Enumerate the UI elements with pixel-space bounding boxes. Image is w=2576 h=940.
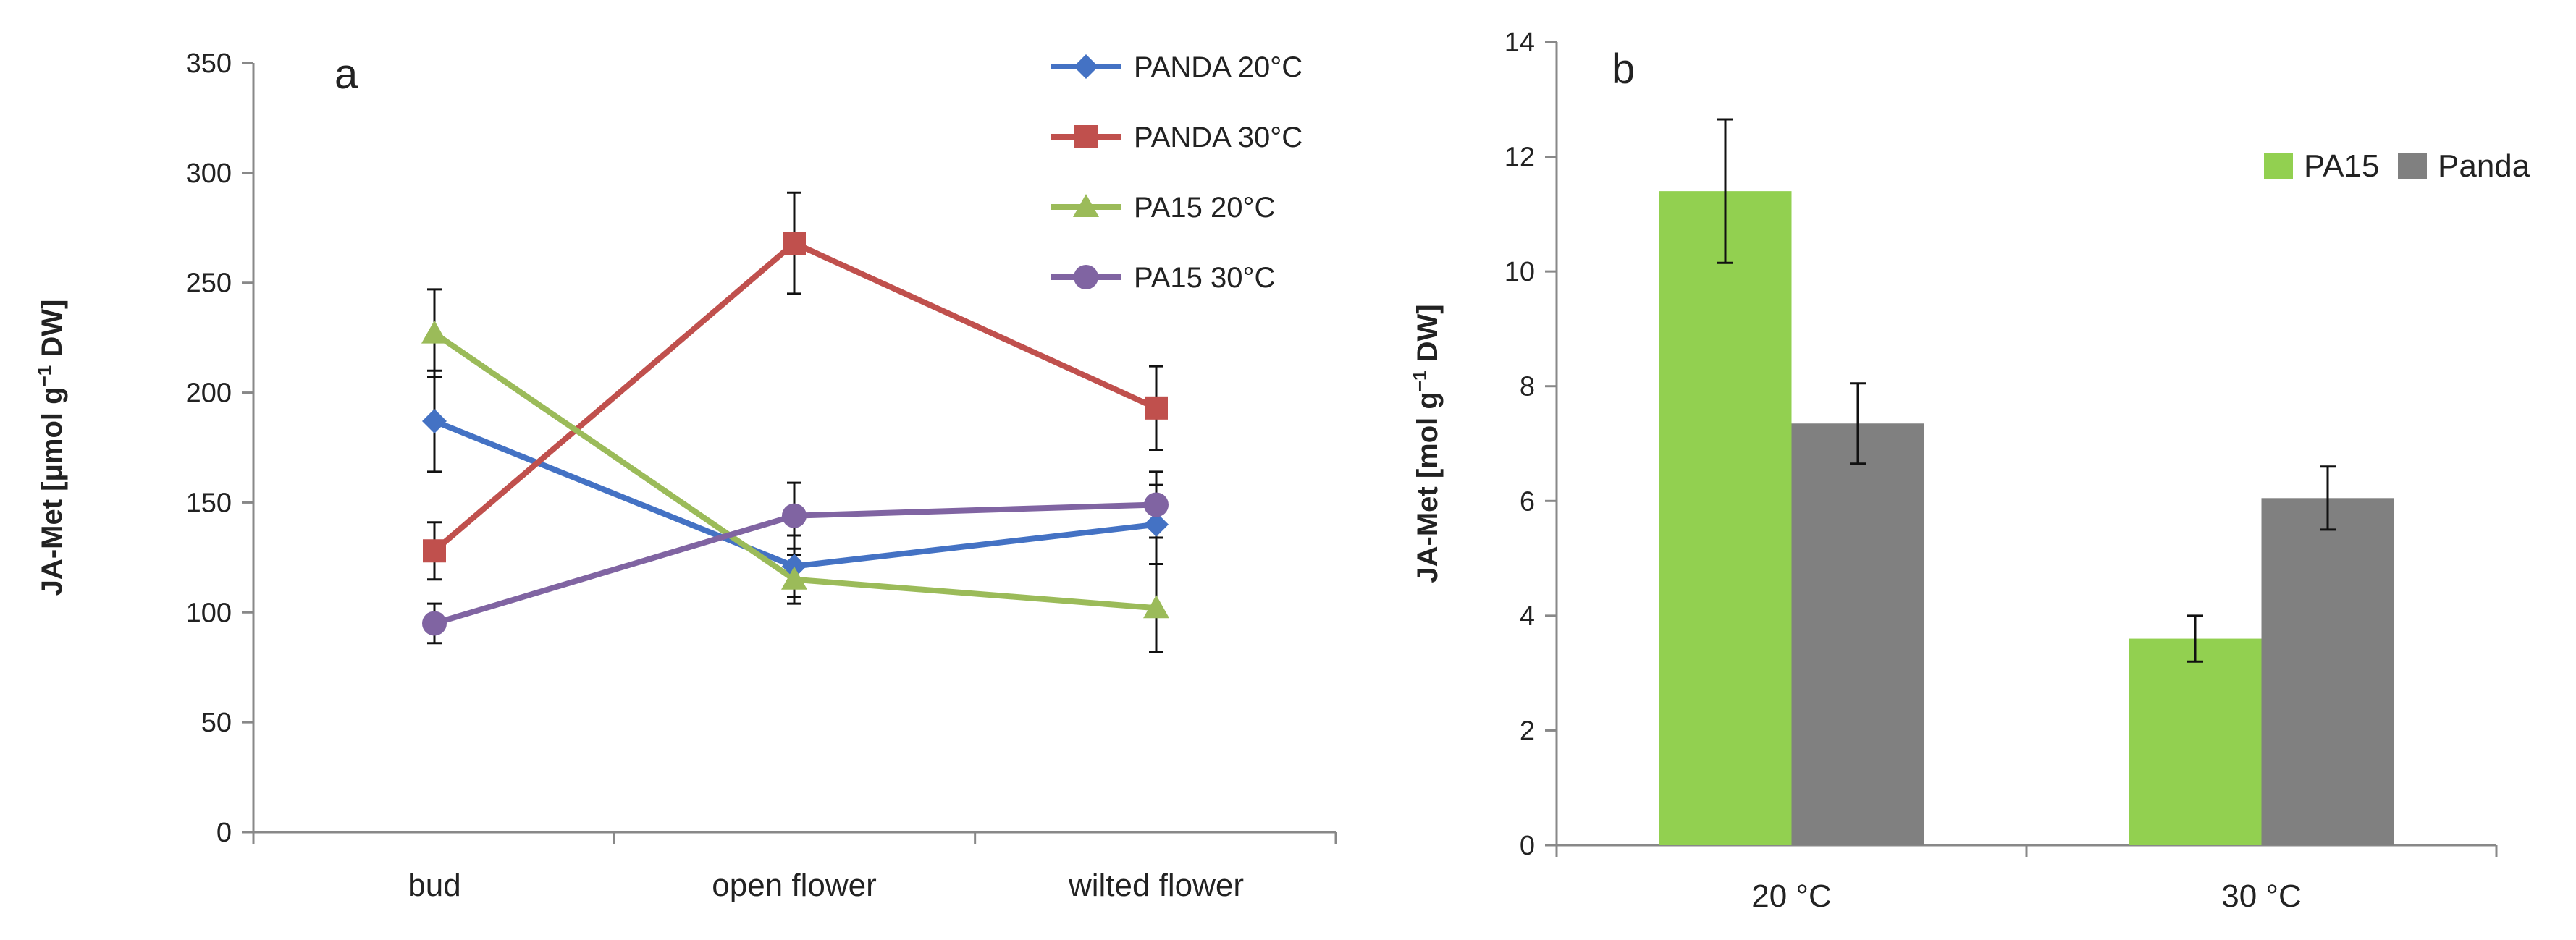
x-tick-label-a: open flower <box>712 868 876 903</box>
data-point-a <box>1144 492 1169 517</box>
y-tick-label-b: 12 <box>1504 143 1535 173</box>
y-tick-label-b: 4 <box>1520 601 1535 632</box>
y-tick-label-a: 200 <box>186 378 232 409</box>
legend-label-a: PANDA 20°C <box>1134 51 1302 83</box>
bar-b <box>2129 638 2262 845</box>
y-axis-title-a-superscript: −1 <box>33 365 55 387</box>
legend-label-b: Panda <box>2438 148 2530 184</box>
data-point-a <box>422 409 447 434</box>
panel-label-a: a <box>334 51 358 98</box>
legend-swatch-b <box>2264 153 2293 179</box>
data-point-a <box>782 554 807 579</box>
y-tick-label-b: 10 <box>1504 257 1535 287</box>
y-axis-title-b: JA-Met [mol g−1 DW] <box>1409 304 1444 583</box>
y-tick-label-b: 0 <box>1520 831 1535 861</box>
data-point-a <box>1144 512 1169 537</box>
y-axis-title-a: JA-Met [μmol g−1 DW] <box>33 300 68 596</box>
y-tick-label-b: 14 <box>1504 27 1535 58</box>
legend-label-a: PA15 30°C <box>1134 262 1275 294</box>
y-tick-label-a: 250 <box>186 268 232 299</box>
bar-b <box>1659 191 1792 846</box>
y-tick-label-a: 350 <box>186 48 232 79</box>
data-point-a <box>422 611 447 636</box>
y-axis-title-a-main: JA-Met [μmol g <box>36 386 68 596</box>
legend-marker-a <box>1073 194 1099 217</box>
data-point-a <box>783 232 806 255</box>
bar-b <box>1791 423 1924 845</box>
bar-b <box>2261 498 2394 845</box>
bar-chart-panel-b: JA-Met [mol g−1 DW] b 0 2 4 6 8 10 12 14 20 °C 30 °… <box>1409 27 2530 914</box>
legend-label-a: PA15 20°C <box>1134 192 1275 224</box>
y-tick-label-b: 2 <box>1520 716 1535 746</box>
data-point-a <box>782 503 807 528</box>
legend-label-a: PANDA 30°C <box>1134 122 1302 153</box>
legend-marker-a <box>1074 265 1098 289</box>
legend-label-b: PA15 <box>2304 148 2379 184</box>
y-axis-title-b-main: JA-Met [mol g <box>1412 391 1444 583</box>
data-point-a <box>1145 396 1168 420</box>
y-tick-label-a: 300 <box>186 158 232 189</box>
y-tick-label-a: 100 <box>186 598 232 628</box>
data-point-a <box>421 320 447 344</box>
y-tick-label-a: 0 <box>216 818 232 848</box>
y-axis-title-b-tail: DW] <box>1412 304 1444 370</box>
data-point-a <box>781 566 807 590</box>
y-tick-label-a: 150 <box>186 488 232 518</box>
legend-swatch-b <box>2398 153 2427 179</box>
x-tick-label-b: 30 °C <box>2221 878 2302 914</box>
x-tick-label-a: wilted flower <box>1068 868 1244 903</box>
legend-marker-a <box>1074 54 1098 79</box>
x-tick-label-a: bud <box>408 868 460 903</box>
legend-marker-a <box>1074 125 1098 148</box>
data-point-a <box>423 539 446 563</box>
x-tick-label-b: 20 °C <box>1751 878 1832 914</box>
data-point-a <box>1143 595 1169 619</box>
y-tick-label-a: 50 <box>201 708 232 738</box>
y-tick-label-b: 6 <box>1520 486 1535 517</box>
y-axis-title-b-superscript: −1 <box>1409 370 1431 391</box>
y-tick-label-b: 8 <box>1520 372 1535 402</box>
y-axis-title-a-tail: DW] <box>36 300 68 365</box>
panel-label-b: b <box>1612 46 1635 93</box>
line-chart-panel-a: JA-Met [μmol g−1 DW] a 0 50 100 150 200 250 300 3… <box>33 48 1337 903</box>
